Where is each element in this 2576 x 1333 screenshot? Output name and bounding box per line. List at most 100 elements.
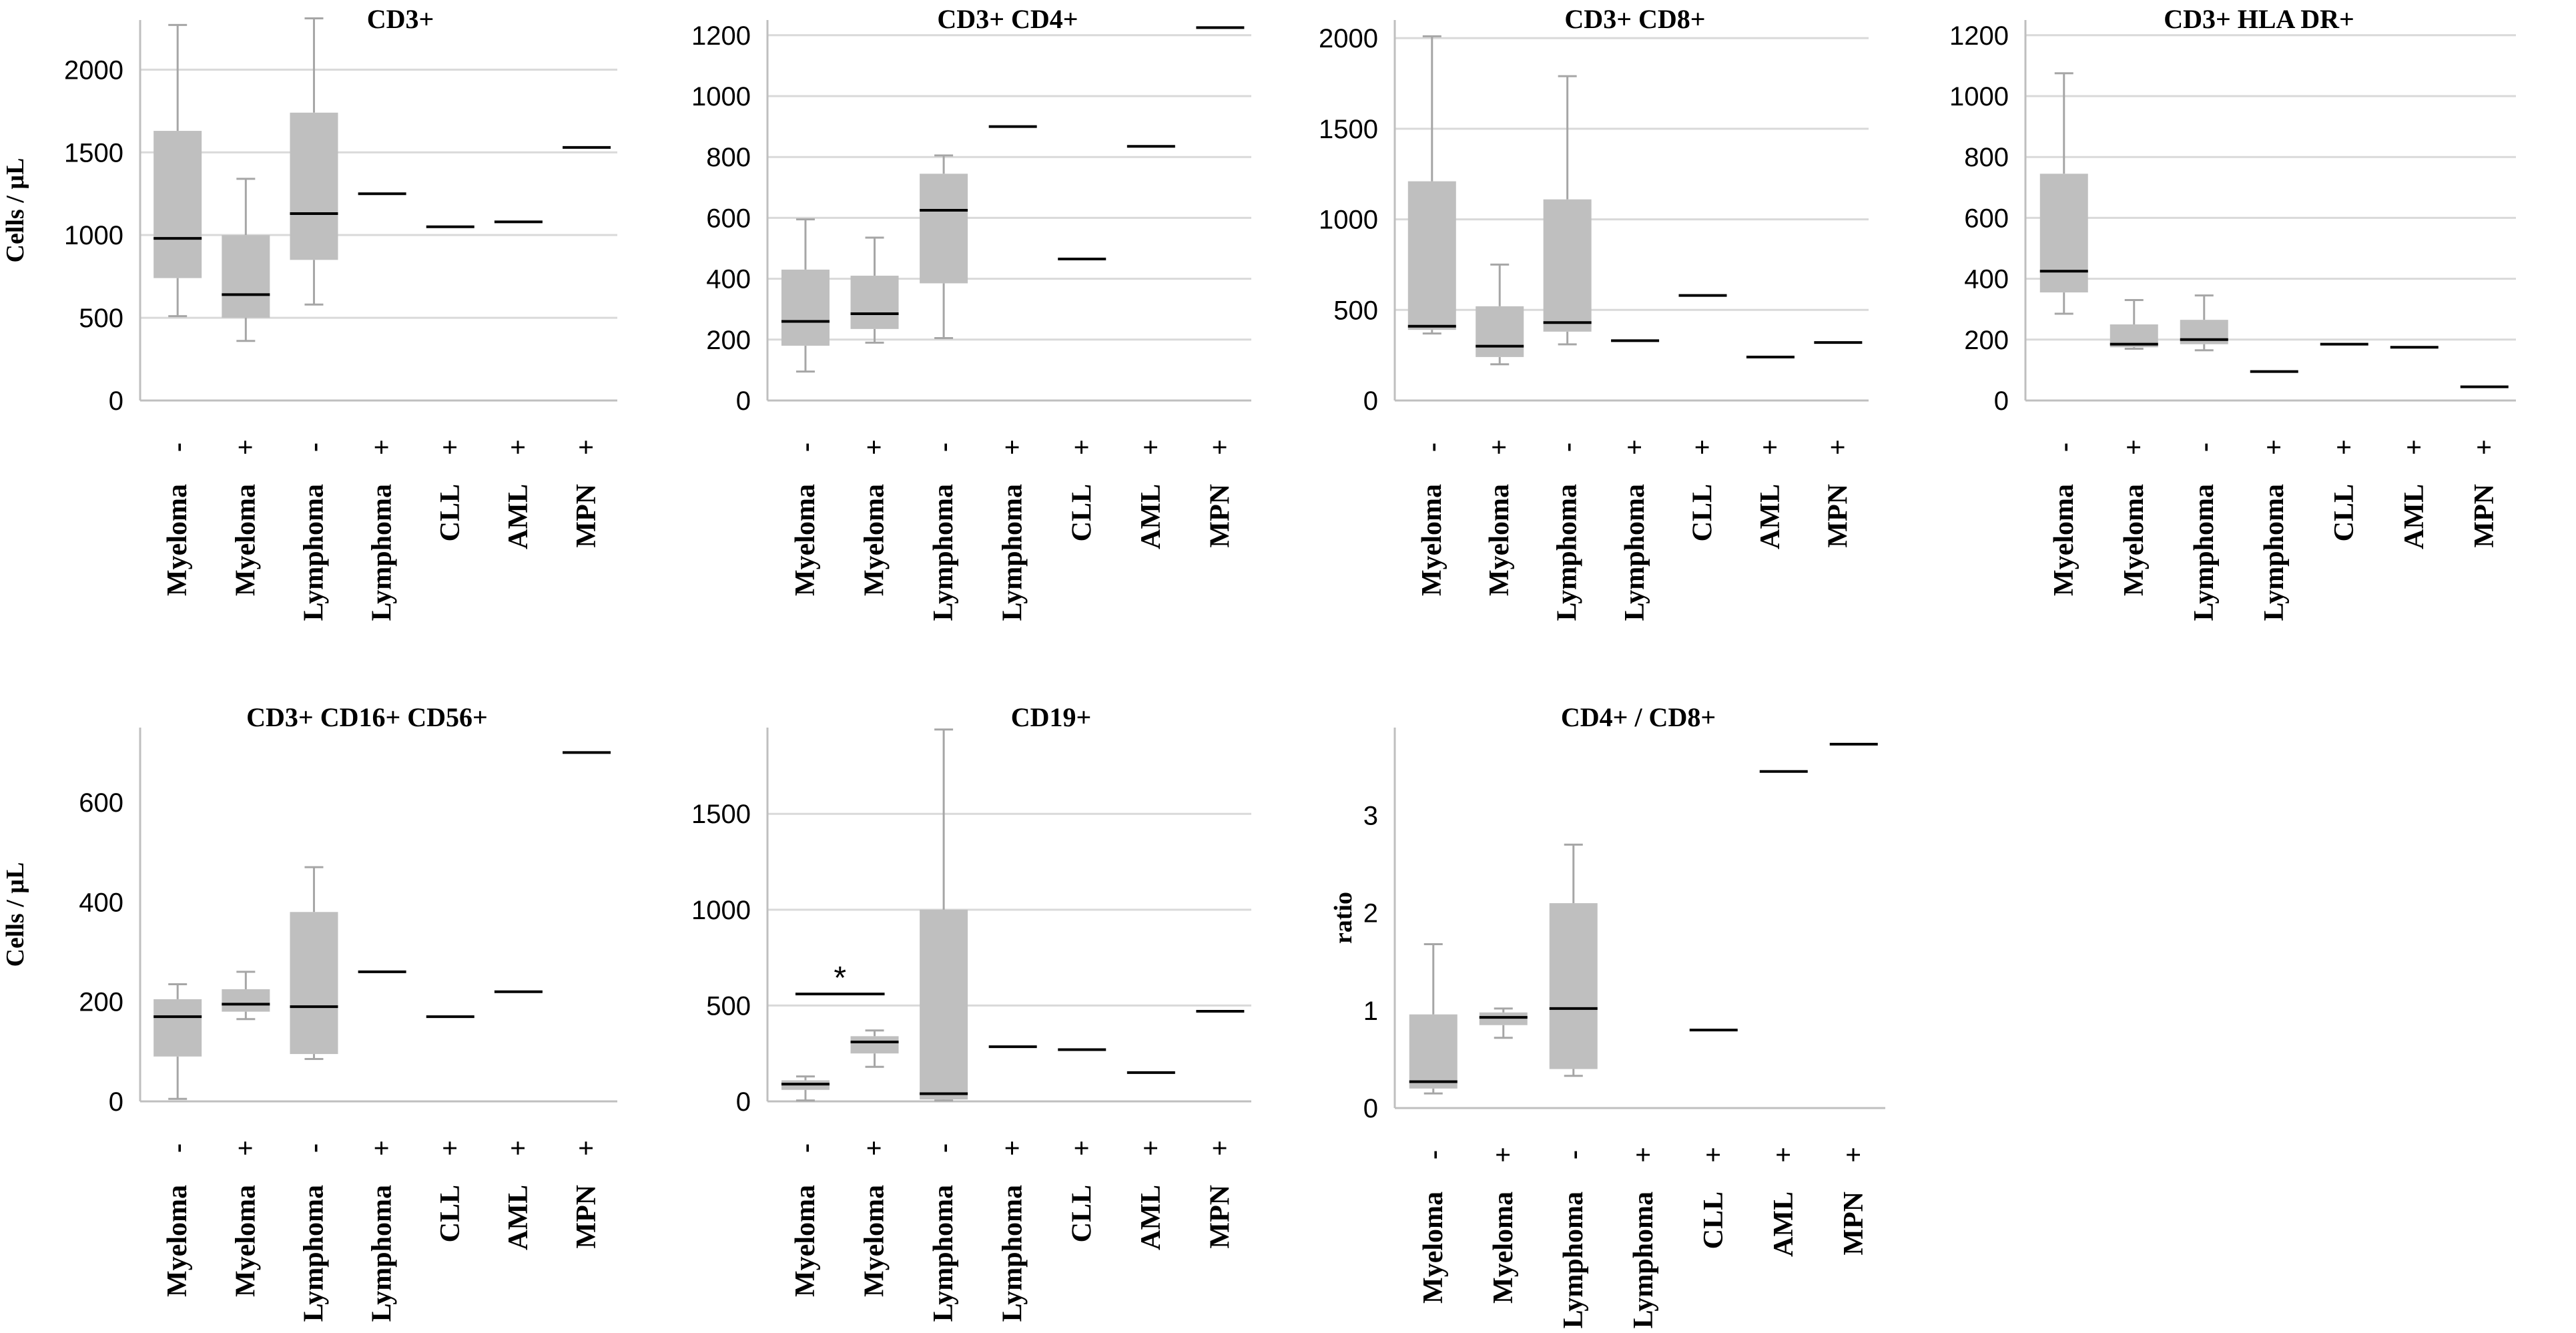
x-tick-label: Lymphoma [367,1185,398,1322]
y-tick-label: 2000 [64,55,123,85]
x-tick-label: Myeloma [162,484,193,596]
chart-title: CD4+ / CD8+ [1561,702,1716,732]
box-iqr [222,989,270,1012]
y-tick-label: 1200 [691,21,751,51]
y-tick-label: 400 [706,265,751,294]
chart-title: CD3+ CD8+ [1564,4,1705,34]
significance-label: * [834,961,846,996]
x-tick-sign: - [2049,443,2079,452]
x-tick-sign: - [1417,443,1447,452]
x-tick-sign: + [367,439,398,455]
y-tick-label: 1500 [691,800,751,829]
x-tick-sign: - [2189,443,2220,452]
chart-title: CD19+ [1011,702,1092,732]
y-axis-label: Cells / µL [1,158,29,262]
x-tick-sign: + [860,1140,890,1156]
x-tick-sign: + [1823,439,1853,455]
x-tick-sign: + [503,439,534,455]
y-tick-label: 1 [1363,997,1378,1026]
y-tick-label: 0 [109,386,123,416]
x-tick-sign: + [1136,439,1167,455]
x-tick-label: Myeloma [230,484,261,596]
box-iqr [2039,174,2088,293]
y-tick-label: 500 [79,304,123,333]
x-tick-sign: + [503,1140,534,1156]
box-iqr [781,269,830,346]
chart-title: CD3+ [367,4,434,34]
x-tick-sign: - [162,1143,193,1153]
x-tick-sign: + [1620,439,1650,455]
box-iqr [222,235,270,318]
x-tick-label: Lymphoma [367,484,398,621]
chart-panel-7: CD4+ / CD8+ ratio 0 1 2 3 - Myeloma + Myeloma - Lym… [1329,702,1885,1328]
y-tick-label: 500 [706,991,751,1021]
x-tick-sign: + [1136,1140,1167,1156]
y-tick-label: 400 [1964,265,2009,294]
y-tick-label: 200 [79,988,123,1017]
box-iqr [153,999,202,1057]
y-tick-label: 0 [1363,1094,1378,1123]
chart-panel-5: CD3+ CD16+ CD56+ Cells / µL 0 200 400 600 - Mye… [1,702,617,1322]
y-axis-label: Cells / µL [1,862,29,967]
x-tick-label: Myeloma [2119,484,2150,596]
y-tick-label: 1000 [64,221,123,250]
box-iqr [290,112,338,260]
x-tick-label: AML [1136,1185,1167,1250]
x-tick-label: Lymphoma [298,1185,329,1322]
y-tick-label: 1000 [1949,82,2009,111]
x-tick-label: CLL [1688,484,1718,541]
x-tick-label: Myeloma [1484,484,1515,596]
x-tick-sign: + [1066,1140,1097,1156]
x-tick-label: CLL [1066,1185,1097,1242]
x-tick-label: Myeloma [2049,484,2079,596]
x-tick-label: Lymphoma [928,1185,959,1322]
y-tick-label: 1200 [1949,21,2009,51]
y-tick-label: 0 [1363,386,1378,416]
x-tick-label: Myeloma [1417,484,1447,596]
y-tick-label: 2 [1363,899,1378,928]
chart-title: CD3+ HLA DR+ [2164,4,2354,34]
x-tick-label: Myeloma [230,1185,261,1297]
box-iqr [290,912,338,1055]
y-tick-label: 600 [1964,204,2009,233]
x-tick-sign: + [2329,439,2360,455]
box-iqr [1479,1012,1528,1025]
chart-panel-3: CD3+ CD8+ 0 500 1000 1500 2000 - Myeloma + Myelom… [1319,4,1869,621]
x-tick-sign: + [1688,439,1718,455]
x-tick-label: Myeloma [860,484,890,596]
x-tick-label: MPN [2469,484,2500,548]
x-tick-sign: + [1628,1147,1659,1163]
box-iqr [920,174,968,284]
x-tick-sign: + [435,1140,466,1156]
x-tick-sign: - [790,1143,821,1153]
x-tick-label: Lymphoma [1558,1191,1589,1328]
x-tick-sign: + [1488,1147,1519,1163]
x-tick-label: CLL [2329,484,2360,541]
x-tick-sign: + [367,1140,398,1156]
x-tick-sign: + [435,439,466,455]
x-tick-sign: + [1839,1147,1869,1163]
x-tick-label: Myeloma [790,1185,821,1297]
box-iqr [850,276,899,329]
x-tick-sign: + [230,439,261,455]
y-tick-label: 600 [706,204,751,233]
x-tick-label: Lymphoma [1552,484,1583,621]
y-tick-label: 800 [1964,143,2009,172]
x-tick-label: AML [1136,484,1167,549]
y-tick-label: 1000 [691,82,751,111]
x-tick-sign: - [790,443,821,452]
chart-panel-6: CD19+ 0 500 1000 1500 * - Myeloma + Myeloma - Lymph… [691,702,1251,1322]
x-tick-sign: - [298,1143,329,1153]
x-tick-sign: + [1205,439,1235,455]
box-iqr [1476,306,1524,357]
x-tick-sign: + [1066,439,1097,455]
y-tick-label: 0 [109,1087,123,1117]
x-tick-sign: + [998,1140,1028,1156]
x-tick-label: Lymphoma [2259,484,2290,621]
x-tick-sign: - [928,1143,959,1153]
box-iqr [1549,903,1598,1069]
box-iqr [1543,199,1592,332]
x-tick-sign: - [298,443,329,452]
x-tick-label: Myeloma [790,484,821,596]
